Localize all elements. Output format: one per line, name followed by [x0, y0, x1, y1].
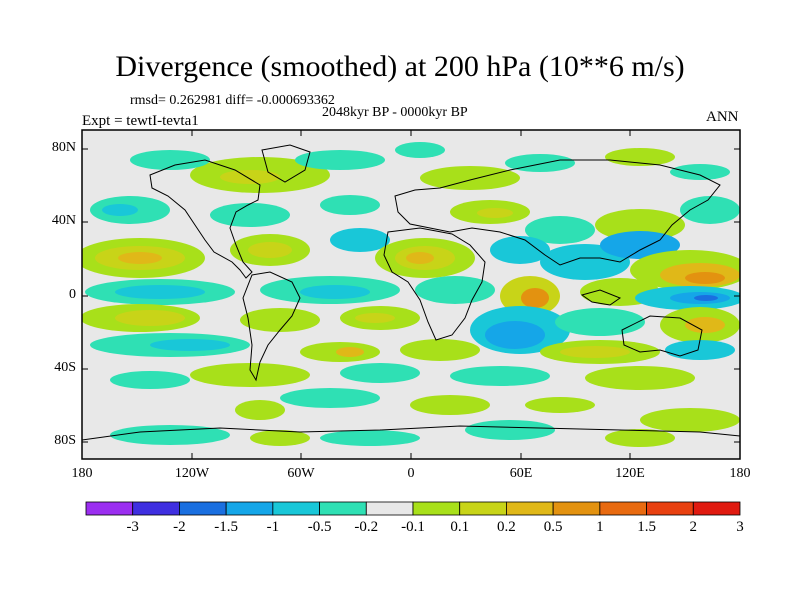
colorbar-label: 0.2 — [497, 519, 516, 535]
colorbar-swatch — [85, 501, 134, 516]
colorbar-swatch — [319, 501, 367, 516]
map-title: Divergence (smoothed) at 200 hPa (10**6 … — [115, 50, 685, 83]
lat-tick-80s: 80S — [54, 433, 76, 448]
lon-tick-120e: 120E — [615, 466, 645, 481]
colorbar-swatch — [692, 501, 741, 516]
lon-tick-180e: 180 — [729, 466, 751, 481]
lat-tick-80n: 80N — [51, 140, 76, 155]
lat-tick-0: 0 — [69, 287, 76, 302]
colorbar-label: 1.5 — [637, 519, 656, 535]
colorbar-swatch — [412, 501, 461, 516]
lon-tick-0: 0 — [407, 466, 415, 481]
colorbar-label: -3 — [126, 519, 139, 535]
rmsd-diff-stats: rmsd= 0.262981 diff= -0.000693362 — [130, 93, 335, 108]
colorbar-label: 0.5 — [543, 519, 563, 535]
colorbar-swatch — [365, 501, 414, 516]
colorbar-label: 0.1 — [450, 519, 470, 535]
colorbar-label: -1 — [266, 519, 280, 535]
coastlines — [82, 144, 740, 441]
colorbar-label: -0.5 — [307, 519, 332, 535]
colorbar-swatch — [179, 501, 227, 516]
colorbar-swatch — [225, 501, 274, 516]
lon-tick-60e: 60E — [509, 466, 533, 481]
colorbar-swatch — [272, 501, 320, 516]
lon-tick-120w: 120W — [174, 466, 210, 481]
lon-tick-180w: 180 — [71, 466, 93, 481]
colorbar-swatch — [132, 501, 180, 516]
axis-ticks — [82, 130, 740, 459]
lat-tick-40n: 40N — [51, 213, 76, 228]
colorbar-swatch — [599, 501, 647, 516]
divergence-field — [82, 130, 740, 459]
colorbar-swatch — [646, 501, 694, 516]
colorbar — [85, 501, 741, 516]
experiment-label: Expt = tewtI-tevta1 — [82, 113, 199, 129]
lon-tick-60w: 60W — [287, 466, 315, 481]
colorbar-label: -2 — [173, 519, 186, 535]
colorbar-label: -0.2 — [354, 519, 379, 535]
colorbar-label: -0.1 — [401, 519, 425, 535]
colorbar-swatch — [459, 501, 507, 516]
period-label: 2048kyr BP - 0000kyr BP — [322, 105, 468, 120]
colorbar-label: -1.5 — [214, 519, 238, 535]
colorbar-swatch — [552, 501, 601, 516]
season-label: ANN — [706, 109, 739, 125]
colorbar-label: 2 — [689, 519, 698, 535]
colorbar-label: 1 — [596, 519, 604, 535]
colorbar-swatch — [506, 501, 554, 516]
colorbar-label: 3 — [736, 519, 744, 535]
lat-tick-40s: 40S — [54, 360, 76, 375]
